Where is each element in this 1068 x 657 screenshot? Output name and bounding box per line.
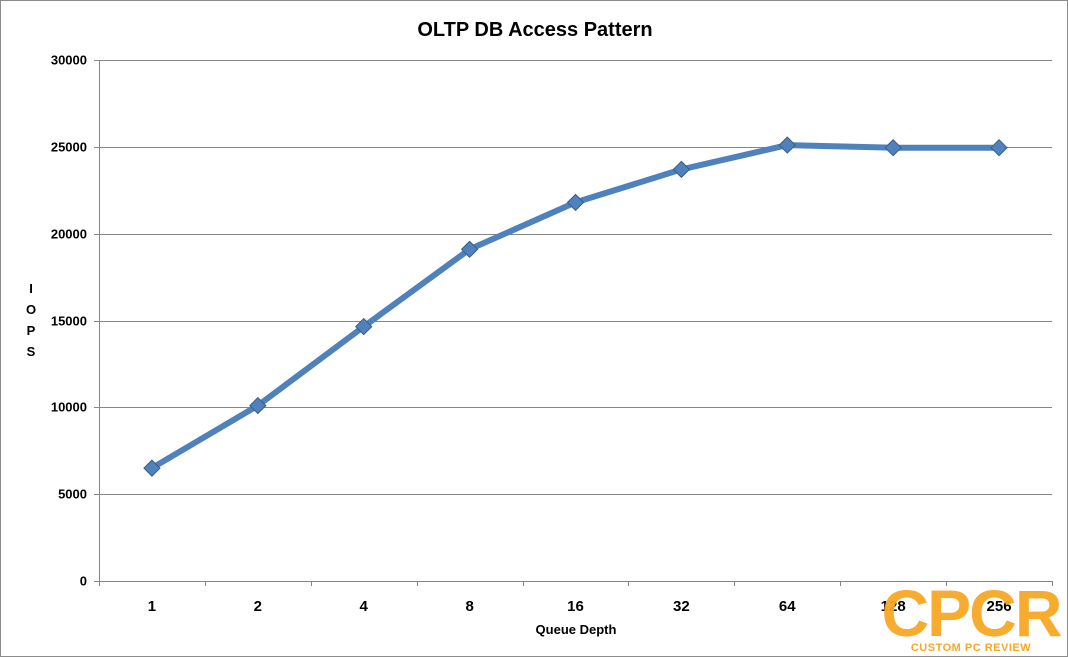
- y-axis-label-letter: S: [27, 344, 36, 359]
- series-line: [148, 142, 1003, 472]
- watermark-logo-text: CPCR: [881, 576, 1061, 650]
- x-tick-label: 2: [254, 598, 262, 615]
- x-tick-label: 8: [465, 598, 473, 615]
- x-tick-label: 64: [779, 598, 796, 615]
- series-group: [143, 136, 1008, 477]
- data-point-marker: [778, 136, 796, 154]
- x-tick-label: 1: [148, 598, 156, 615]
- x-tick-label: 32: [673, 598, 690, 615]
- y-tick-label: 10000: [51, 400, 87, 415]
- x-tick-label: 128: [881, 598, 906, 615]
- data-point-marker: [355, 317, 373, 336]
- gridlines: [99, 60, 1052, 495]
- y-axis-label-letter: P: [27, 323, 36, 338]
- y-axis-label-letter: O: [26, 302, 36, 317]
- data-point-marker: [884, 138, 902, 157]
- y-tick-label: 5000: [58, 487, 87, 502]
- x-axis-ticks: 1 2 4 8 16 32 64 128 256: [99, 581, 1053, 615]
- y-axis-ticks: 0 5000 10000 15000 20000 25000 30000: [51, 53, 99, 589]
- x-axis-label: Queue Depth: [536, 622, 617, 637]
- x-tick-label: 4: [360, 598, 369, 615]
- y-tick-label: 15000: [51, 314, 87, 329]
- x-tick-label: 16: [567, 598, 584, 615]
- data-point-marker: [566, 193, 585, 212]
- y-tick-label: 20000: [51, 227, 87, 242]
- y-tick-label: 25000: [51, 140, 87, 155]
- x-tick-label: 256: [987, 598, 1012, 615]
- data-point-marker: [143, 459, 161, 477]
- axis-lines: [99, 60, 1052, 582]
- chart-title: OLTP DB Access Pattern: [417, 19, 652, 41]
- y-axis-label-letter: I: [29, 281, 33, 296]
- data-point-marker: [990, 138, 1008, 157]
- y-tick-label: 30000: [51, 53, 87, 68]
- y-tick-label: 0: [80, 574, 87, 589]
- data-point-marker: [460, 240, 479, 259]
- data-point-marker: [249, 396, 267, 415]
- data-point-marker: [672, 160, 691, 179]
- watermark-tagline: CUSTOM PC REVIEW: [911, 642, 1031, 654]
